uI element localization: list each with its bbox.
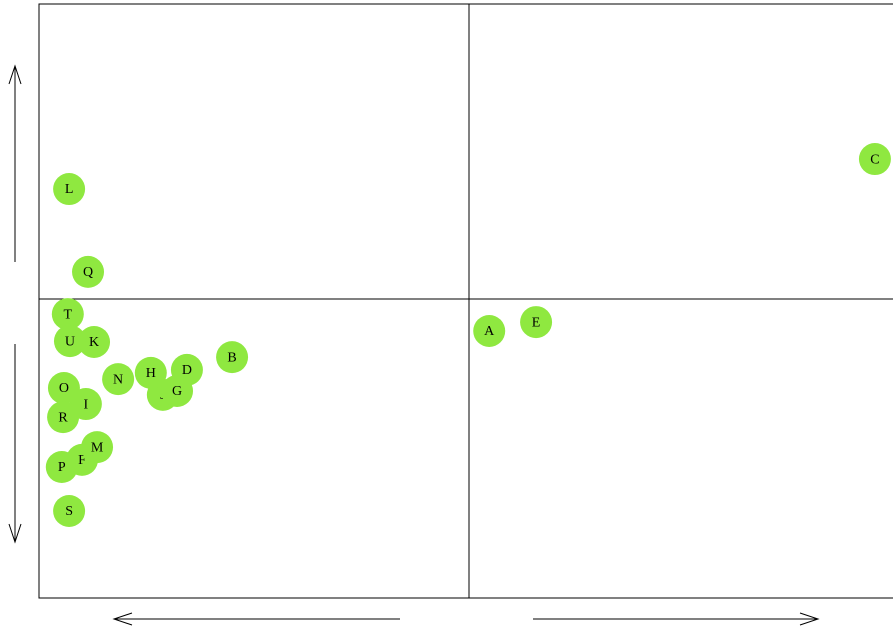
- point-label: Q: [83, 265, 93, 280]
- point: [161, 374, 194, 407]
- point-label: E: [532, 315, 541, 330]
- point: [53, 173, 86, 206]
- point-label: S: [65, 504, 73, 519]
- point: [102, 363, 135, 396]
- arrow-right: [533, 612, 820, 626]
- point: [473, 314, 506, 347]
- point-label: R: [58, 410, 68, 425]
- point: [47, 401, 80, 434]
- point: [53, 325, 86, 358]
- point-label: P: [58, 460, 66, 475]
- point-label: H: [146, 366, 156, 381]
- axis-arrows: [8, 64, 820, 626]
- point-label: T: [64, 307, 73, 322]
- point: [216, 341, 249, 374]
- point: [47, 372, 80, 405]
- point-label: D: [182, 363, 192, 378]
- point-label: G: [172, 384, 182, 399]
- point: [53, 494, 86, 527]
- point: [78, 325, 111, 358]
- point-label: U: [65, 334, 75, 349]
- point-label: L: [65, 182, 74, 197]
- point-label: F: [78, 453, 86, 468]
- point: [520, 306, 553, 339]
- arrow-down: [8, 344, 22, 544]
- point-label: K: [89, 335, 99, 350]
- point: [51, 298, 84, 331]
- arrow-left: [112, 612, 400, 626]
- point-label: N: [113, 372, 123, 387]
- point-label: C: [870, 152, 879, 167]
- point: [134, 356, 167, 389]
- arrow-up: [8, 64, 22, 262]
- point: [858, 143, 891, 176]
- point-label: A: [484, 324, 495, 339]
- plot-frame: [38, 3, 893, 599]
- point-label: O: [59, 381, 69, 396]
- point: [45, 451, 78, 484]
- point: [72, 255, 105, 288]
- point-label: I: [84, 397, 89, 412]
- point-label: B: [227, 350, 236, 365]
- point-label: M: [91, 440, 104, 455]
- point: [81, 431, 114, 464]
